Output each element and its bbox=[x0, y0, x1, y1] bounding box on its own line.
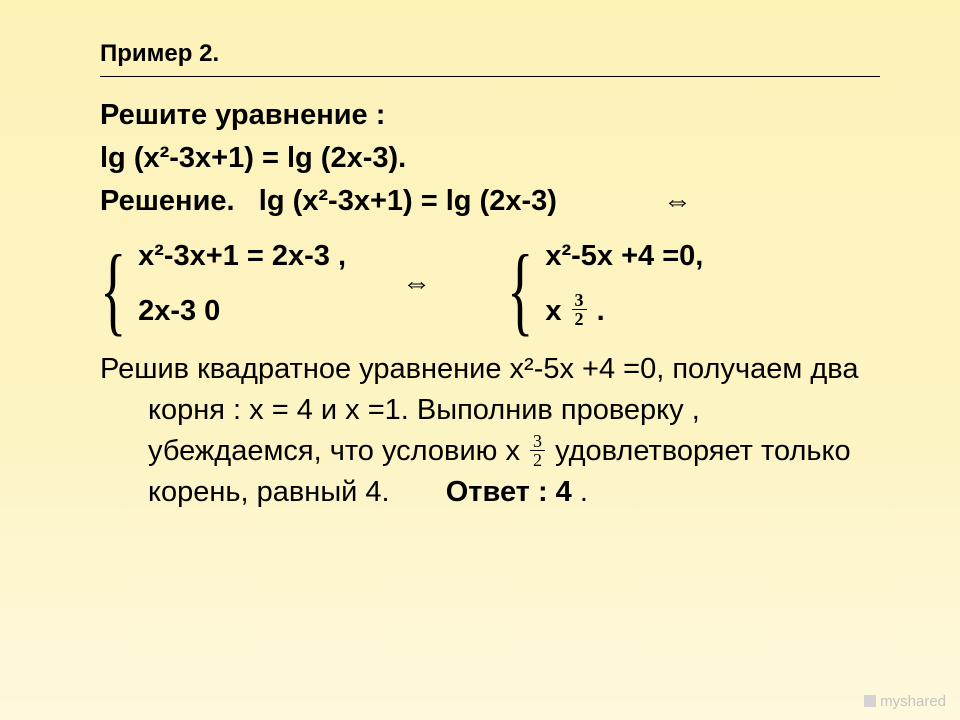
title-underline bbox=[100, 76, 880, 77]
frac-num-2: 3 bbox=[530, 432, 545, 451]
system-right-end: . bbox=[589, 295, 605, 327]
iff-icon-2: ⇔ bbox=[402, 266, 431, 298]
system-left-line1: x²-3x+1 = 2x-3 , bbox=[138, 229, 346, 284]
equation-main: lg (x²-3x+1) = lg (2x-3). bbox=[100, 138, 880, 179]
solution-label: Решение. bbox=[100, 185, 235, 217]
right-brace-icon: { bbox=[507, 260, 533, 320]
system-left: x²-3x+1 = 2x-3 , 2x-3 0 0 bbox=[138, 229, 346, 339]
system-right-lhs: х bbox=[545, 295, 569, 327]
answer-tail: . bbox=[572, 476, 588, 508]
system-left-lhs: 2x-3 bbox=[138, 295, 204, 327]
answer-label: Ответ : 4 bbox=[446, 476, 572, 508]
problem-prompt: Решите уравнение : bbox=[100, 95, 880, 136]
equation-restated-text: lg (x²-3x+1) = lg (2x-3) bbox=[259, 185, 557, 217]
watermark: myshared bbox=[864, 693, 946, 710]
system-left-line2: 2x-3 0 0 bbox=[138, 284, 346, 339]
fraction-3-over-2-inline: 3 2 bbox=[530, 432, 545, 469]
system-right-line1: x²-5x +4 =0, bbox=[545, 229, 703, 284]
left-brace-icon: { bbox=[100, 260, 126, 320]
solution-line: Решение. lg (x²-3x+1) = lg (2x-3) ⇔ bbox=[100, 181, 880, 222]
watermark-icon bbox=[864, 695, 876, 707]
system-right-line2: х 3 2 . bbox=[545, 284, 703, 339]
system-row: { x²-3x+1 = 2x-3 , 2x-3 0 0 ⇔ { x²-5x +4… bbox=[100, 229, 880, 339]
system-left-rhs: 0 bbox=[204, 295, 220, 327]
slide-body: Решите уравнение : lg (x²-3x+1) = lg (2x… bbox=[100, 95, 880, 513]
frac-num: 3 bbox=[572, 291, 587, 310]
equation-restated bbox=[243, 185, 259, 217]
system-right: x²-5x +4 =0, х 3 2 . bbox=[545, 229, 703, 339]
fraction-3-over-2: 3 2 bbox=[572, 291, 587, 328]
explanation-paragraph: Решив квадратное уравнение x²-5x +4 =0, … bbox=[100, 349, 880, 514]
frac-den-2: 2 bbox=[530, 451, 545, 469]
slide-title: Пример 2. bbox=[100, 40, 880, 68]
iff-icon: ⇔ bbox=[663, 185, 692, 217]
watermark-text: myshared bbox=[880, 693, 946, 710]
frac-den: 2 bbox=[572, 310, 587, 328]
